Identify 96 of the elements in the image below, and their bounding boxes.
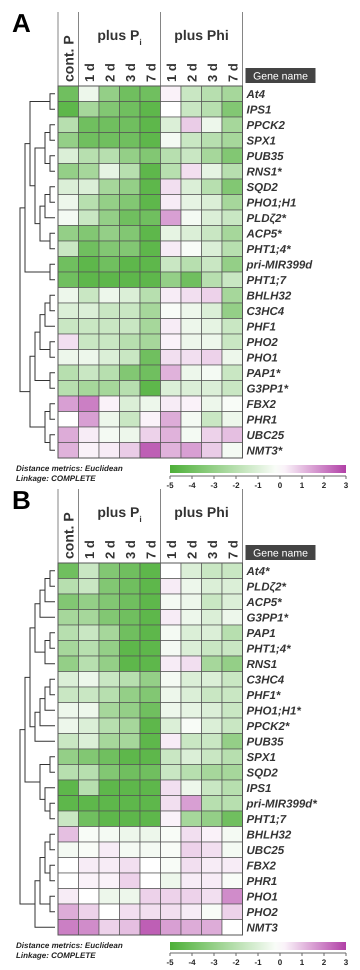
x-tick-label: 3 d [204, 540, 220, 559]
x-tick-label: 7 d [143, 63, 158, 82]
x-tick-label: 7 d [143, 540, 158, 559]
y-tick-label: FBX2 [246, 860, 276, 872]
color-bar-label: -5 [166, 481, 174, 490]
x-tick-label: 7 d [225, 63, 240, 82]
x-tick-label: cont. P [60, 35, 76, 82]
color-bar-label: -2 [232, 481, 240, 490]
y-tick-label: At4 [246, 88, 266, 101]
color-bar-label: 1 [300, 958, 305, 967]
y-tick-label: PHO1;H1 [246, 197, 296, 210]
text: Distance metrics: Euclidean [16, 941, 123, 950]
y-tick-label: PLDζ2* [246, 581, 287, 594]
y-tick-label: PHR1 [246, 414, 278, 426]
y-tick-label: IPS1 [246, 782, 272, 795]
y-tick-label: G3PP1* [246, 612, 289, 624]
x-tick-label: 2 d [102, 540, 118, 559]
y-tick-label: PAP1* [246, 368, 281, 380]
color-bar-label: 0 [278, 958, 283, 967]
x-tick-label: 2 d [102, 63, 118, 82]
chart-title: B [12, 485, 31, 515]
y-tick-label: PHR1 [246, 876, 278, 888]
color-bar-label: -5 [166, 958, 174, 967]
x-tick-label: 1 d [164, 63, 179, 82]
x-tick-label: 2 d [184, 63, 200, 82]
y-tick-label: BHLH32 [246, 290, 292, 302]
y-tick-label: PAP1 [246, 628, 276, 640]
y-tick-label: NMT3 [246, 922, 278, 934]
text: Distance metrics: Euclidean [16, 464, 123, 473]
y-tick-label: NMT3* [246, 445, 283, 458]
color-bar-label: 1 [300, 481, 305, 490]
y-tick-label: C3HC4 [246, 306, 285, 318]
y-tick-label: PHO2 [246, 906, 278, 919]
y-tick-label: SPX1 [246, 752, 276, 764]
y-tick-label: PHO1 [246, 891, 278, 904]
text: plus P$_{i}$ [97, 27, 142, 47]
y-tick-label: RNS1* [246, 166, 282, 178]
y-tick-label: PHO1;H1* [246, 705, 302, 718]
x-tick-label: 1 d [82, 540, 97, 559]
text: plus Phi [174, 27, 229, 43]
y-tick-label: SQD2 [246, 182, 278, 194]
y-tick-label: UBC25 [246, 844, 285, 857]
x-tick-label: 7 d [225, 540, 240, 559]
y-tick-label: ACP5* [246, 228, 282, 240]
color-bar-label: 2 [322, 958, 327, 967]
x-tick-label: 3 d [122, 63, 138, 82]
y-tick-label: RNS1 [246, 658, 278, 671]
y-tick-label: FBX2 [246, 398, 276, 411]
y-tick-label: PUB35 [246, 150, 284, 163]
color-bar-label: -3 [210, 481, 218, 490]
color-bar-label: 3 [344, 481, 349, 490]
color-bar-label: -1 [254, 481, 262, 490]
y-tick-label: IPS1 [246, 104, 272, 116]
color-bar-label: -4 [188, 481, 196, 490]
y-tick-label: PPCK2 [246, 120, 286, 132]
x-tick-label: 3 d [122, 540, 138, 559]
color-bar-label: 3 [344, 958, 349, 967]
y-tick-label: PHF1 [246, 321, 276, 334]
color-bar-label: -2 [232, 958, 240, 967]
y-tick-label: PPCK2* [246, 720, 290, 733]
y-tick-label: BHLH32 [246, 829, 292, 842]
y-tick-label: PHT1;7 [246, 814, 287, 826]
y-axis-title: Gene name [253, 548, 308, 560]
y-tick-label: PHT1;4* [246, 643, 292, 656]
x-tick-label: 2 d [184, 540, 200, 559]
y-tick-label: pri-MIR399d [246, 259, 314, 272]
chart-title: A [12, 8, 31, 38]
text: plus Phi [174, 504, 229, 520]
color-bar-label: -4 [188, 958, 196, 967]
y-axis-title: Gene name [253, 70, 308, 82]
y-tick-label: ACP5* [246, 596, 282, 609]
y-tick-label: C3HC4 [246, 674, 285, 686]
y-tick-label: PHO2 [246, 336, 278, 349]
y-tick-label: G3PP1* [246, 383, 289, 396]
y-tick-label: PUB35 [246, 736, 284, 748]
y-tick-label: SPX1 [246, 135, 276, 148]
color-bar-label: -3 [210, 958, 218, 967]
color-bar-label: 0 [278, 481, 283, 490]
x-tick-label: 1 d [164, 540, 179, 559]
text: plus P$_{i}$ [97, 504, 142, 524]
y-tick-label: UBC25 [246, 430, 285, 442]
y-tick-label: PHO1 [246, 352, 278, 364]
color-bar-label: 2 [322, 481, 327, 490]
x-tick-label: 1 d [82, 63, 97, 82]
y-tick-label: PHT1;4* [246, 244, 292, 256]
y-tick-label: PLDζ2* [246, 212, 287, 225]
y-tick-label: PHT1;7 [246, 274, 287, 287]
y-tick-label: At4* [246, 566, 270, 578]
color-bar-label: -1 [254, 958, 262, 967]
x-tick-label: cont. P [60, 512, 76, 559]
y-tick-label: SQD2 [246, 767, 278, 780]
y-tick-label: pri-MIR399d* [246, 798, 318, 810]
x-tick-label: 3 d [204, 63, 220, 82]
text: Linkage: COMPLETE [16, 951, 96, 960]
y-tick-label: PHF1* [246, 690, 281, 702]
text: Linkage: COMPLETE [16, 474, 96, 483]
